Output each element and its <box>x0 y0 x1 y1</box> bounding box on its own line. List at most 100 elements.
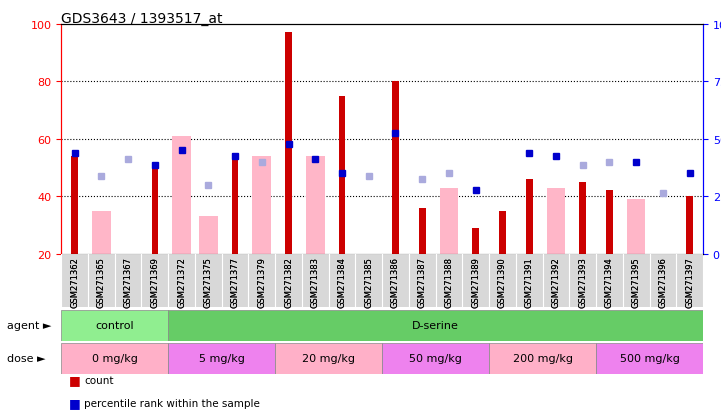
Bar <box>355 254 382 308</box>
Text: GSM271390: GSM271390 <box>498 256 507 307</box>
Text: ■: ■ <box>68 373 80 387</box>
Bar <box>392 82 399 254</box>
Bar <box>168 343 275 374</box>
Text: GSM271372: GSM271372 <box>177 256 186 307</box>
Text: GSM271386: GSM271386 <box>391 256 400 308</box>
Bar <box>382 343 489 374</box>
Bar <box>61 254 88 308</box>
Bar <box>435 254 462 308</box>
Text: GSM271388: GSM271388 <box>444 256 454 308</box>
Bar <box>570 254 596 308</box>
Text: GSM271397: GSM271397 <box>685 256 694 307</box>
Bar <box>199 217 218 254</box>
Bar <box>382 254 409 308</box>
Bar <box>306 157 324 254</box>
Bar <box>543 254 570 308</box>
Bar <box>462 254 489 308</box>
Text: GSM271392: GSM271392 <box>552 256 560 307</box>
Bar <box>151 165 158 254</box>
Bar <box>596 254 623 308</box>
Bar <box>623 254 650 308</box>
Text: agent ►: agent ► <box>7 320 52 330</box>
Bar <box>606 191 613 254</box>
Text: GSM271389: GSM271389 <box>472 256 480 307</box>
Bar <box>409 254 435 308</box>
Text: GDS3643 / 1393517_at: GDS3643 / 1393517_at <box>61 12 223 26</box>
Text: GSM271383: GSM271383 <box>311 256 320 308</box>
Text: GSM271379: GSM271379 <box>257 256 266 307</box>
Text: GSM271390: GSM271390 <box>498 256 507 307</box>
Text: 50 mg/kg: 50 mg/kg <box>409 353 462 363</box>
Text: GSM271396: GSM271396 <box>658 256 668 307</box>
Bar <box>440 188 459 254</box>
Text: GSM271394: GSM271394 <box>605 256 614 307</box>
Text: GSM271391: GSM271391 <box>525 256 534 307</box>
Text: GSM271388: GSM271388 <box>444 256 454 308</box>
Text: GSM271385: GSM271385 <box>364 256 373 307</box>
Bar <box>526 180 533 254</box>
Bar <box>195 254 222 308</box>
Bar <box>61 343 168 374</box>
Text: GSM271387: GSM271387 <box>417 256 427 308</box>
Bar <box>339 96 345 254</box>
Bar <box>115 254 141 308</box>
Text: GSM271391: GSM271391 <box>525 256 534 307</box>
Bar <box>627 199 645 254</box>
Bar <box>275 343 382 374</box>
Text: GSM271362: GSM271362 <box>70 256 79 307</box>
Text: GSM271384: GSM271384 <box>337 256 347 307</box>
Bar <box>231 154 239 254</box>
Text: GSM271397: GSM271397 <box>685 256 694 307</box>
Text: GSM271384: GSM271384 <box>337 256 347 307</box>
Text: D-serine: D-serine <box>412 320 459 330</box>
Text: GSM271377: GSM271377 <box>231 256 239 308</box>
Bar <box>286 33 292 254</box>
Text: 500 mg/kg: 500 mg/kg <box>619 353 679 363</box>
Bar <box>222 254 249 308</box>
Bar <box>252 157 271 254</box>
Bar <box>596 343 703 374</box>
Bar <box>88 254 115 308</box>
Text: GSM271382: GSM271382 <box>284 256 293 307</box>
Text: GSM271393: GSM271393 <box>578 256 587 307</box>
Bar <box>650 254 676 308</box>
Text: GSM271386: GSM271386 <box>391 256 400 308</box>
Bar <box>499 211 506 254</box>
Text: GSM271377: GSM271377 <box>231 256 239 308</box>
Text: GSM271375: GSM271375 <box>204 256 213 307</box>
Bar <box>71 157 78 254</box>
Text: GSM271369: GSM271369 <box>151 256 159 307</box>
Text: ■: ■ <box>68 396 80 409</box>
Text: GSM271372: GSM271372 <box>177 256 186 307</box>
Text: GSM271367: GSM271367 <box>123 256 133 308</box>
Text: count: count <box>84 375 114 385</box>
Bar <box>275 254 302 308</box>
Bar <box>489 343 596 374</box>
Bar <box>168 254 195 308</box>
Text: dose ►: dose ► <box>7 353 45 363</box>
Bar <box>489 254 516 308</box>
Text: GSM271393: GSM271393 <box>578 256 587 307</box>
Bar <box>547 188 565 254</box>
Bar <box>92 211 111 254</box>
Text: 5 mg/kg: 5 mg/kg <box>199 353 244 363</box>
Bar <box>472 228 479 254</box>
Bar <box>516 254 543 308</box>
Text: GSM271395: GSM271395 <box>632 256 641 307</box>
Text: GSM271365: GSM271365 <box>97 256 106 307</box>
Bar <box>419 208 425 254</box>
Text: percentile rank within the sample: percentile rank within the sample <box>84 398 260 408</box>
Text: 0 mg/kg: 0 mg/kg <box>92 353 138 363</box>
Text: control: control <box>95 320 134 330</box>
Bar <box>579 183 586 254</box>
Text: GSM271369: GSM271369 <box>151 256 159 307</box>
Text: 20 mg/kg: 20 mg/kg <box>302 353 355 363</box>
Text: GSM271382: GSM271382 <box>284 256 293 307</box>
Text: GSM271395: GSM271395 <box>632 256 641 307</box>
Text: GSM271389: GSM271389 <box>472 256 480 307</box>
Bar <box>141 254 168 308</box>
Bar <box>329 254 355 308</box>
Bar <box>61 310 168 341</box>
Bar <box>172 137 191 254</box>
Text: GSM271383: GSM271383 <box>311 256 320 308</box>
